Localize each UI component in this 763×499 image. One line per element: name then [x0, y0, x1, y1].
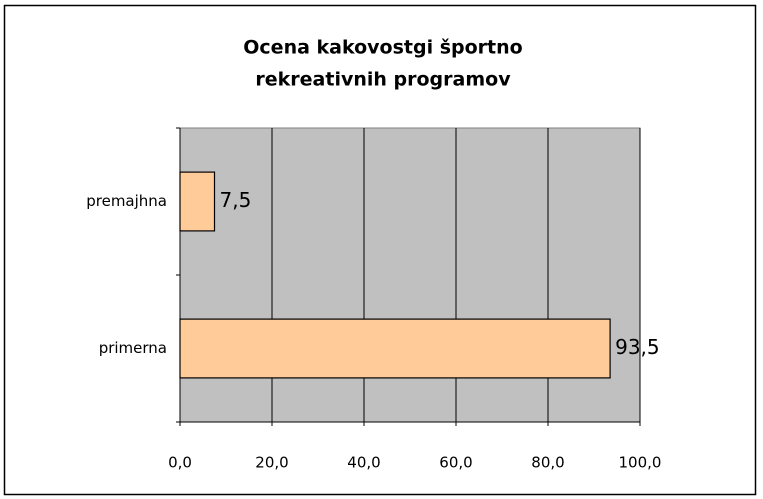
chart-title: Ocena kakovostgi športno	[243, 37, 522, 59]
y-tick-label: premajhna	[86, 192, 167, 210]
value-label: 7,5	[220, 188, 252, 212]
x-tick-label: 60,0	[439, 454, 472, 472]
bar	[179, 171, 216, 232]
x-tick-label: 100,0	[619, 454, 662, 472]
x-tick-label: 0,0	[168, 454, 192, 472]
chart-title: rekreativnih programov	[255, 69, 511, 91]
x-tick-label: 80,0	[531, 454, 564, 472]
y-tick-label: primerna	[99, 339, 167, 357]
x-tick-label: 40,0	[347, 454, 380, 472]
value-label: 93,5	[615, 335, 660, 359]
bar	[179, 318, 611, 379]
x-tick-label: 20,0	[255, 454, 288, 472]
